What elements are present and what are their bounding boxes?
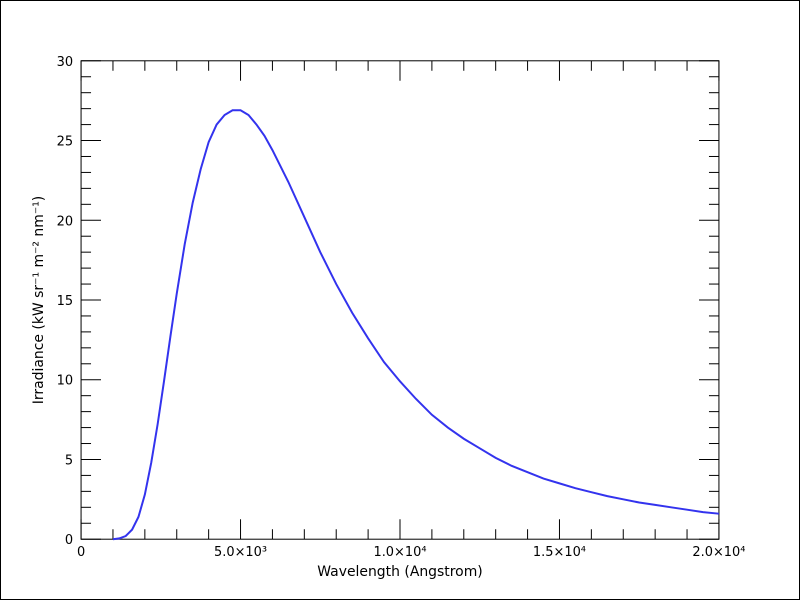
y-tick-label: 15 bbox=[57, 294, 73, 309]
x-tick-label: 1.5×10⁴ bbox=[533, 545, 586, 560]
x-tick-label: 5.0×10³ bbox=[214, 545, 267, 560]
x-tick-label: 1.0×10⁴ bbox=[373, 545, 426, 560]
y-axis-label: Irradiance (kW sr⁻¹ m⁻² nm⁻¹) bbox=[31, 196, 47, 404]
x-tick-label: 0 bbox=[77, 545, 85, 560]
x-tick-label: 2.0×10⁴ bbox=[692, 545, 745, 560]
y-tick-label: 25 bbox=[57, 135, 73, 150]
irradiance-curve bbox=[112, 109, 720, 541]
x-axis-label: Wavelength (Angstrom) bbox=[317, 564, 482, 580]
y-tick-label: 30 bbox=[57, 55, 73, 70]
y-tick-label: 20 bbox=[57, 214, 73, 229]
tick-labels: 0 5.0×10³ 1.0×10⁴ 1.5×10⁴ 2.0×10⁴ 0 5 10 15 20 25 3… bbox=[57, 55, 746, 560]
axis-ticks bbox=[80, 60, 720, 540]
y-tick-label: 5 bbox=[65, 453, 73, 468]
y-tick-label: 0 bbox=[65, 533, 73, 548]
y-tick-label: 10 bbox=[57, 374, 73, 389]
